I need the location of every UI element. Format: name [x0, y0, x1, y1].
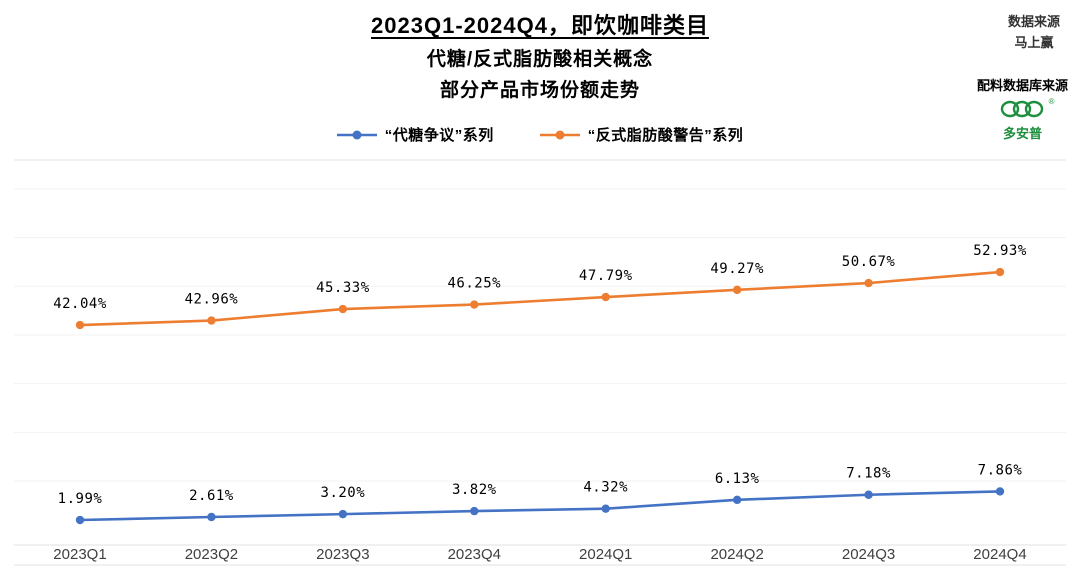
data-label: 52.93%: [973, 243, 1027, 259]
data-point-marker: [732, 285, 742, 295]
data-label: 7.18%: [846, 466, 891, 482]
data-label: 3.20%: [321, 485, 366, 501]
line-chart: 2023Q1 2023Q2 2023Q3 2023Q4 2024Q1 2024Q2 2024…: [14, 159, 1066, 566]
legend-marker-orange-icon: [539, 130, 580, 139]
chart-title-line-3: 部分产品市场份额走势: [439, 80, 640, 102]
data-label: 2.61%: [189, 488, 234, 504]
data-label: 7.86%: [978, 462, 1023, 478]
data-point-marker: [75, 320, 85, 330]
data-label: 49.27%: [710, 261, 764, 277]
series-line: [78, 490, 1002, 522]
x-axis-label: 2023Q4: [448, 546, 501, 563]
data-source-name: 马上赢: [1014, 34, 1054, 50]
x-axis-label: 2024Q4: [973, 546, 1026, 563]
x-axis-label: 2024Q1: [579, 546, 632, 563]
ingredient-source-label: 配料数据库来源: [976, 78, 1068, 93]
ingredient-source-block: 配料数据库来源 ® 多安普: [977, 78, 1068, 143]
data-label: 50.67%: [842, 254, 896, 270]
data-label: 4.32%: [583, 480, 628, 496]
data-label: 47.79%: [579, 268, 633, 284]
legend-label-fanshi: “反式脂肪酸警告”系列: [587, 127, 744, 144]
data-source-label: 数据来源: [1007, 14, 1060, 29]
x-axis-label: 2023Q2: [185, 546, 238, 563]
legend-item-fanshi[interactable]: “反式脂肪酸警告”系列: [539, 124, 744, 145]
legend-label-daitang: “代糖争议”系列: [384, 127, 494, 144]
chart-title-block: 2023Q1-2024Q4，即饮咖啡类目 代糖/反式脂肪酸相关概念 部分产品市场…: [0, 10, 1080, 105]
series-line: [78, 270, 1002, 327]
data-label: 42.96%: [185, 292, 239, 308]
brand-logo: ®: [1000, 97, 1054, 126]
data-label: 1.99%: [58, 491, 103, 507]
data-point-marker: [470, 300, 479, 309]
chart-title-line-2: 代糖/反式脂肪酸相关概念: [426, 48, 654, 70]
data-point-marker: [732, 495, 742, 505]
data-point-marker: [864, 490, 873, 499]
chart-title-line-1: 2023Q1-2024Q4，即饮咖啡类目: [371, 13, 709, 38]
data-label: 6.13%: [715, 471, 760, 487]
legend-item-daitang[interactable]: “代糖争议”系列: [336, 124, 494, 145]
data-point-marker: [338, 509, 348, 519]
x-axis-label: 2023Q1: [53, 546, 106, 563]
data-label: 3.82%: [452, 482, 497, 498]
data-point-marker: [601, 292, 610, 302]
data-label: 42.04%: [53, 296, 107, 312]
data-point-marker: [207, 512, 216, 522]
data-point-marker: [207, 316, 216, 325]
brand-logo-name: 多安普: [1002, 125, 1042, 141]
data-label: 45.33%: [316, 280, 370, 296]
data-point-marker: [601, 504, 610, 513]
x-axis-label: 2023Q3: [316, 546, 369, 563]
data-point-marker: [470, 506, 479, 516]
registered-trademark-mark: ®: [1048, 96, 1055, 106]
data-point-marker: [995, 267, 1005, 277]
data-point-marker: [338, 304, 348, 314]
legend-marker-blue-icon: [336, 130, 377, 139]
chart-legend: “代糖争议”系列 “反式脂肪酸警告”系列: [0, 124, 1080, 145]
data-source-block: 数据来源 马上赢: [1008, 12, 1060, 54]
brand-logo-icon: [1001, 100, 1044, 118]
x-axis-label: 2024Q2: [710, 546, 763, 563]
data-point-marker: [864, 278, 873, 288]
data-label: 46.25%: [447, 276, 501, 292]
data-point-marker: [75, 515, 85, 525]
data-point-marker: [995, 487, 1005, 496]
x-axis-label: 2024Q3: [842, 546, 895, 563]
